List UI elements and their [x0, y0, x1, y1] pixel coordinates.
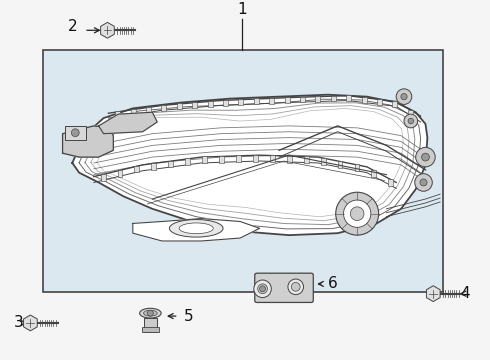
- Circle shape: [421, 153, 429, 161]
- Circle shape: [401, 94, 407, 100]
- Circle shape: [260, 286, 266, 292]
- Bar: [355, 165, 359, 171]
- Bar: [146, 107, 151, 113]
- Bar: [285, 97, 290, 103]
- Bar: [100, 174, 105, 181]
- Bar: [331, 96, 336, 102]
- Bar: [408, 110, 413, 116]
- Circle shape: [336, 192, 379, 235]
- Bar: [316, 96, 320, 102]
- Circle shape: [72, 129, 79, 137]
- Bar: [142, 327, 159, 332]
- Text: 6: 6: [328, 276, 338, 291]
- Polygon shape: [63, 126, 113, 157]
- Bar: [300, 96, 305, 103]
- Bar: [377, 99, 382, 105]
- Polygon shape: [98, 112, 157, 134]
- Bar: [202, 157, 207, 163]
- Circle shape: [408, 118, 414, 124]
- Polygon shape: [100, 22, 114, 38]
- Polygon shape: [426, 286, 440, 302]
- Bar: [177, 103, 182, 109]
- Ellipse shape: [254, 280, 271, 298]
- Ellipse shape: [144, 310, 157, 316]
- Bar: [371, 170, 376, 177]
- Bar: [389, 179, 393, 186]
- Polygon shape: [24, 315, 37, 331]
- Circle shape: [350, 207, 364, 221]
- Bar: [162, 105, 166, 111]
- Bar: [304, 156, 309, 163]
- Bar: [115, 111, 120, 117]
- Circle shape: [147, 310, 153, 316]
- Circle shape: [396, 89, 412, 104]
- Bar: [320, 158, 325, 165]
- Bar: [185, 158, 190, 165]
- Bar: [192, 102, 197, 108]
- Bar: [287, 156, 292, 162]
- Circle shape: [416, 147, 435, 167]
- Circle shape: [420, 179, 427, 186]
- Bar: [118, 170, 122, 176]
- Bar: [236, 156, 241, 162]
- Ellipse shape: [179, 223, 213, 234]
- Ellipse shape: [170, 220, 223, 237]
- Ellipse shape: [140, 308, 161, 318]
- Text: 5: 5: [184, 309, 193, 324]
- Bar: [208, 101, 213, 107]
- Bar: [346, 95, 351, 101]
- FancyBboxPatch shape: [255, 273, 313, 302]
- Bar: [338, 161, 343, 168]
- Bar: [134, 166, 139, 172]
- Ellipse shape: [258, 284, 268, 294]
- Text: 4: 4: [461, 286, 470, 301]
- Bar: [223, 100, 228, 106]
- Circle shape: [404, 114, 417, 128]
- Ellipse shape: [292, 283, 300, 291]
- Text: 2: 2: [68, 19, 77, 34]
- Bar: [151, 163, 156, 170]
- Polygon shape: [133, 219, 260, 241]
- Bar: [169, 161, 173, 167]
- Bar: [65, 126, 86, 140]
- Bar: [270, 98, 274, 104]
- Bar: [219, 156, 224, 163]
- Bar: [270, 155, 275, 162]
- Bar: [131, 109, 136, 115]
- Circle shape: [415, 174, 432, 191]
- Ellipse shape: [288, 279, 303, 294]
- Bar: [254, 99, 259, 104]
- Bar: [362, 97, 367, 103]
- Bar: [392, 101, 397, 107]
- Bar: [43, 50, 443, 292]
- Text: 3: 3: [14, 315, 24, 330]
- Bar: [253, 155, 258, 162]
- Polygon shape: [73, 95, 427, 235]
- Bar: [239, 99, 244, 105]
- Bar: [144, 318, 157, 332]
- Text: 1: 1: [237, 2, 247, 17]
- Circle shape: [343, 200, 371, 227]
